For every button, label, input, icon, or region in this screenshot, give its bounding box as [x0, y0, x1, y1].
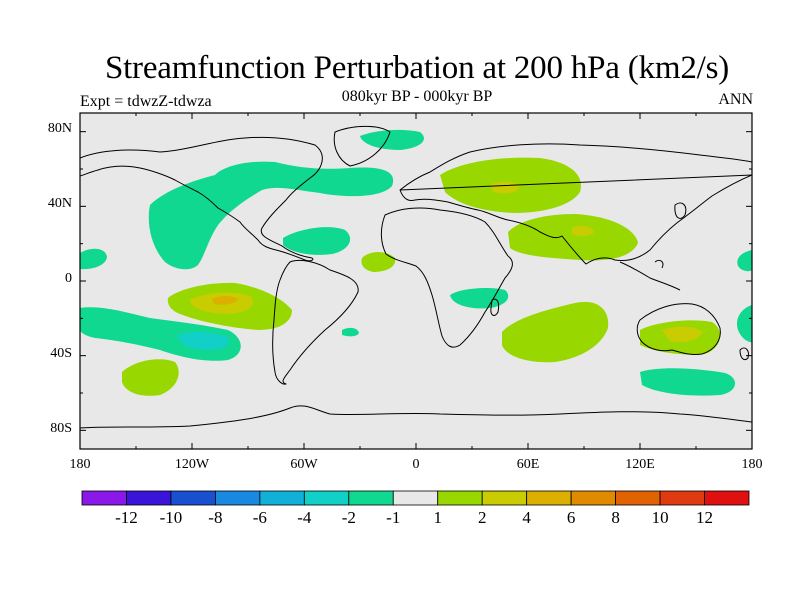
- positive-anomaly-regions: [122, 157, 721, 396]
- africa-coastline: [380, 207, 513, 348]
- colorbar-label: -12: [115, 508, 138, 527]
- new-zealand-coastline: [739, 347, 749, 361]
- colorbar-swatch: [392, 490, 439, 506]
- australia-positive-core: [662, 326, 702, 342]
- lon-label-180e: 180: [741, 457, 763, 472]
- season-label: ANN: [718, 91, 753, 108]
- eurasia-positive-core: [490, 181, 520, 194]
- colorbar-label: 1: [433, 508, 442, 527]
- experiment-label: Expt = tdwzZ-tdwza: [80, 93, 212, 110]
- southern-indian-negative-region: [450, 287, 509, 309]
- south-pacific-negative-core: [178, 331, 229, 350]
- south-america-coastline: [272, 259, 359, 385]
- colorbar-swatch: [659, 490, 705, 506]
- colorbar-label: 10: [651, 508, 669, 527]
- lon-label-60e: 60E: [516, 457, 540, 472]
- colorbar-swatch: [615, 490, 661, 506]
- greenland-coastline: [333, 125, 391, 167]
- south-asia-positive-region: [508, 214, 638, 261]
- map-background: [80, 113, 752, 449]
- south-indian-positive-region: [502, 301, 609, 363]
- lon-label-60w: 60W: [290, 457, 318, 472]
- southern-ocean-negative-region: [640, 368, 736, 396]
- eurasia-coastline: [399, 143, 752, 265]
- west-pacific-negative-region: [737, 250, 752, 272]
- colorbar-swatch: [170, 490, 216, 506]
- antarctica-coastline: [80, 405, 752, 429]
- east-pacific-negative-region: [80, 248, 107, 270]
- colorbar-swatch: [81, 490, 127, 506]
- east-pacific-positive-peak: [212, 296, 238, 305]
- lat-label-40n: 40N: [47, 196, 72, 211]
- colorbar-swatch: [303, 490, 350, 506]
- lat-label-40s: 40S: [50, 346, 72, 361]
- colorbar-swatch: [126, 490, 172, 506]
- negative-anomaly-regions: [80, 129, 752, 396]
- colorbar-label: 6: [566, 508, 576, 527]
- colorbar-swatch: [214, 490, 261, 506]
- colorbar: [81, 490, 750, 506]
- lat-label-80n: 80N: [47, 121, 72, 136]
- colorbar-label: 2: [477, 508, 487, 527]
- lon-label-0: 0: [412, 457, 420, 472]
- colorbar-swatch: [259, 490, 305, 506]
- tropical-atlantic-positive-region: [361, 252, 396, 272]
- colorbar-swatch: [437, 490, 483, 506]
- colorbar-swatch: [570, 490, 617, 506]
- colorbar-swatch: [704, 490, 750, 506]
- colorbar-label: 4: [522, 508, 531, 527]
- colorbar-swatch: [481, 490, 528, 506]
- north-atlantic-negative-region: [148, 161, 394, 270]
- lon-label-180w: 180: [69, 457, 91, 472]
- contour-fields: [80, 125, 752, 429]
- colorbar-swatch: [348, 490, 394, 506]
- south-atlantic-negative-region: [342, 327, 359, 337]
- colorbar-swatch: [526, 490, 572, 506]
- coastlines: [80, 125, 752, 429]
- colorbar-label: 12: [696, 508, 714, 527]
- colorbar-label: -6: [252, 508, 267, 527]
- plot-title: Streamfunction Perturbation at 200 hPa (…: [104, 50, 730, 86]
- colorbar-label: 8: [611, 508, 620, 527]
- colorbar-label: -10: [159, 508, 183, 527]
- colorbar-label: -1: [386, 508, 401, 527]
- lon-label-120w: 120W: [174, 457, 210, 472]
- madagascar-coastline: [490, 298, 500, 316]
- axis-ticks: [79, 113, 753, 449]
- period-label: 080kyr BP - 000kyr BP: [341, 88, 493, 105]
- lon-label-120e: 120E: [625, 457, 655, 472]
- maritime-continent-coastline: [619, 259, 681, 291]
- north-america-coastline: [80, 136, 323, 262]
- australia-coastline: [636, 303, 721, 355]
- colorbar-label: -8: [208, 508, 223, 527]
- australia-east-negative-region: [736, 305, 752, 343]
- arctic-negative-region: [360, 129, 424, 150]
- lat-label-0: 0: [65, 271, 72, 286]
- colorbar-label: -2: [341, 508, 356, 527]
- south-asia-positive-core: [572, 225, 594, 237]
- japan-coastline: [674, 202, 687, 219]
- tropical-atlantic-negative-region: [283, 227, 351, 255]
- colorbar-label: -4: [297, 508, 312, 527]
- south-pacific-positive-region: [122, 359, 179, 396]
- lat-label-80s: 80S: [50, 421, 72, 436]
